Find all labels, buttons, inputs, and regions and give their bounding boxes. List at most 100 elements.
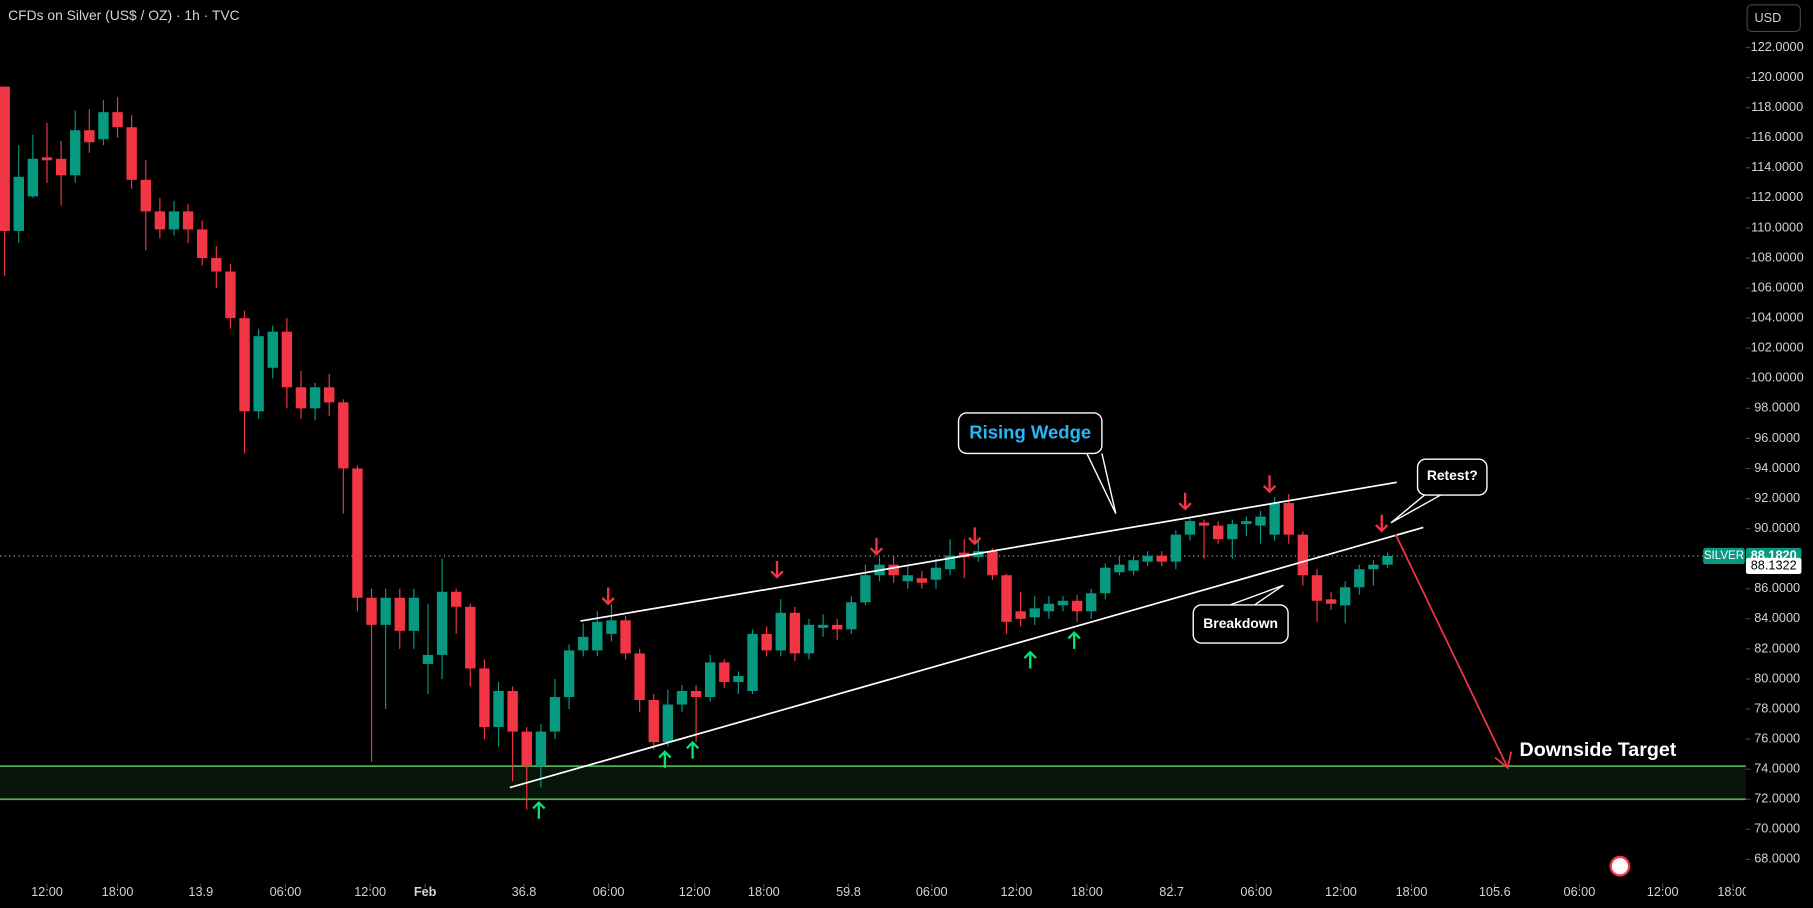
candle-body	[507, 690, 518, 732]
candle-body	[1354, 569, 1365, 588]
candle-body	[958, 552, 970, 558]
candle	[747, 629, 758, 695]
candle-body	[0, 86, 10, 231]
callout-pointer	[1390, 494, 1442, 524]
candle	[944, 539, 956, 576]
candle	[1269, 497, 1280, 541]
y-tick-label: 114.0000	[1751, 159, 1803, 174]
candle-body	[676, 690, 688, 705]
event-icon[interactable]	[1609, 855, 1631, 877]
candle-body	[733, 675, 744, 682]
currency-button[interactable]	[1746, 4, 1801, 32]
candle	[1057, 596, 1069, 612]
candle-body	[1382, 555, 1393, 565]
candle-body	[112, 112, 123, 128]
candle-body	[987, 551, 998, 576]
y-tick-label: 78.0000	[1754, 700, 1800, 715]
candle	[41, 122, 53, 183]
x-tick-label: 18:00	[1396, 884, 1428, 899]
candle	[1142, 551, 1153, 567]
candle	[55, 140, 67, 206]
candle-body	[422, 654, 434, 664]
candle-body	[13, 176, 24, 231]
candle	[1170, 530, 1182, 570]
candle	[479, 659, 490, 740]
breakdown-label: Breakdown	[1203, 615, 1278, 631]
candle-body	[789, 612, 801, 654]
candle-body	[1269, 503, 1280, 535]
candle	[253, 328, 264, 419]
y-tick-label: 120.0000	[1751, 69, 1804, 84]
x-tick-label: 12:00	[1001, 884, 1033, 899]
candle-body	[182, 211, 194, 230]
drawings: Rising Wedge Retest? Breakdown Downside …	[509, 412, 1677, 877]
candle-body	[394, 597, 405, 631]
y-tick-label: 68.0000	[1754, 851, 1800, 866]
candle-body	[451, 591, 462, 607]
candle	[1100, 563, 1111, 600]
candle	[719, 659, 730, 688]
x-tick-label: 06:00	[593, 884, 625, 899]
candle-body	[592, 621, 603, 651]
candle	[761, 626, 772, 657]
candle-body	[930, 567, 942, 580]
x-tick-label: 06:00	[916, 884, 948, 899]
candle	[1198, 519, 1210, 559]
candle-body	[253, 336, 264, 412]
x-tick-label: 18:00	[748, 884, 780, 899]
x-tick-label: 06:00	[270, 884, 302, 899]
candle-body	[577, 636, 589, 651]
candle	[1128, 555, 1139, 576]
candle	[1325, 591, 1337, 610]
y-tick-label: 108.0000	[1751, 249, 1804, 264]
candle	[84, 109, 95, 153]
callout-box	[1192, 604, 1289, 644]
candle	[831, 618, 843, 640]
x-tick-label: 18:00	[1071, 884, 1103, 899]
x-tick-label: 12:00	[1647, 884, 1679, 899]
candle	[295, 370, 307, 419]
candle-body	[662, 704, 674, 743]
candle-body	[211, 258, 222, 272]
candle	[902, 566, 913, 589]
candle	[1283, 494, 1294, 544]
candle-body	[620, 620, 631, 654]
candle	[366, 588, 377, 762]
candle-body	[1156, 555, 1167, 562]
candle-body	[1325, 599, 1337, 604]
candle-body	[84, 130, 95, 143]
target-arrow-head	[1494, 751, 1513, 770]
candle-body	[408, 597, 420, 631]
retest-label: Retest?	[1427, 467, 1478, 483]
candle	[521, 727, 532, 810]
candle	[1339, 581, 1351, 624]
candle-body	[1368, 564, 1379, 570]
y-tick-label: 92.0000	[1754, 490, 1800, 505]
y-tick-label: 90.0000	[1754, 520, 1800, 535]
candle	[154, 197, 166, 239]
candle	[394, 588, 405, 649]
x-tick-label: Feb	[414, 884, 437, 899]
candle	[493, 681, 504, 747]
candle	[451, 588, 462, 634]
candle-body	[563, 650, 575, 698]
x-tick-label: 12:00	[679, 884, 711, 899]
y-tick-label: 94.0000	[1754, 460, 1800, 475]
candle	[1368, 560, 1379, 586]
candle	[803, 618, 815, 660]
x-tick-label: 06:00	[1564, 884, 1596, 899]
x-tick-label: 18:00	[102, 884, 134, 899]
candle	[1085, 588, 1097, 619]
candle	[27, 134, 39, 198]
y-tick-label: 112.0000	[1751, 189, 1803, 204]
candle-body	[521, 731, 532, 767]
candle	[1255, 510, 1266, 544]
candle-body	[41, 157, 53, 161]
currency-label[interactable]: USD	[1754, 10, 1781, 25]
candle	[817, 614, 829, 637]
y-tick-label: 122.0000	[1751, 39, 1804, 54]
y-tick-label: 102.0000	[1751, 340, 1804, 355]
candle-body	[1100, 567, 1111, 594]
